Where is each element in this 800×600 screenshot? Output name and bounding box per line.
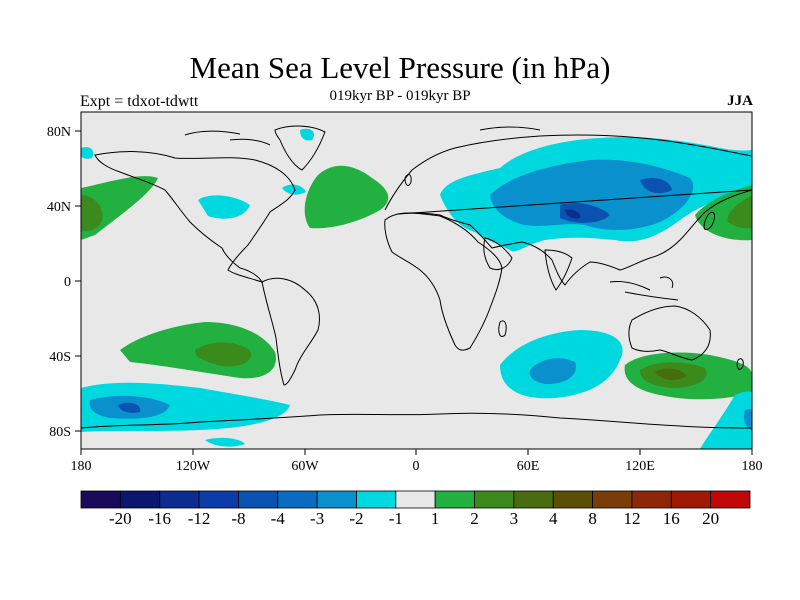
season-label: JJA	[727, 93, 753, 109]
colorbar-swatch	[395, 490, 436, 509]
colorbar-label: -4	[271, 509, 286, 528]
colorbar-swatch	[356, 490, 397, 509]
colorbar-label: -8	[231, 509, 245, 528]
colorbar-label: 20	[702, 509, 719, 528]
colorbar-swatch	[316, 490, 357, 509]
plot-subtitle: 019kyr BP - 019kyr BP	[329, 88, 471, 104]
colorbar-swatch	[513, 490, 554, 509]
lat-axis: 80N 40N 0 40S 80S	[47, 125, 81, 440]
colorbar-label: 12	[623, 509, 640, 528]
colorbar-label: -12	[188, 509, 211, 528]
experiment-label: Expt = tdxot-tdwtt	[80, 93, 199, 110]
colorbar-swatch	[631, 490, 672, 509]
colorbar-label: -16	[148, 509, 171, 528]
colorbar: -20 -16 -12 -8 -4 -3 -2 -1 1 2 3 4 8 12 16 20	[80, 490, 751, 528]
colorbar-swatch	[552, 490, 593, 509]
colorbar-swatch	[80, 490, 121, 509]
lon-tick-label: 120E	[625, 459, 655, 474]
lon-tick-label: 60E	[517, 459, 540, 474]
colorbar-swatch	[238, 490, 279, 509]
lat-tick-label: 0	[64, 275, 71, 290]
plot-title: Mean Sea Level Pressure (in hPa)	[189, 50, 611, 85]
colorbar-swatch	[474, 490, 515, 509]
colorbar-swatch	[159, 490, 200, 509]
lat-tick-label: 80N	[47, 125, 71, 140]
lon-tick-label: 120W	[176, 459, 211, 474]
colorbar-swatch	[670, 490, 712, 509]
colorbar-swatch	[119, 490, 161, 509]
lon-tick-label: 0	[413, 459, 420, 474]
colorbar-label: -1	[389, 509, 403, 528]
colorbar-swatch	[277, 490, 318, 509]
colorbar-swatch	[198, 490, 239, 509]
colorbar-label: 4	[549, 509, 558, 528]
lat-tick-label: 40N	[47, 200, 71, 215]
colorbar-swatch	[592, 490, 633, 509]
lat-tick-label: 80S	[49, 425, 71, 440]
colorbar-label: 1	[431, 509, 440, 528]
colorbar-label: -3	[310, 509, 324, 528]
colorbar-swatch	[710, 490, 751, 509]
colorbar-label: -2	[349, 509, 363, 528]
coastlines	[81, 125, 752, 429]
lon-axis: 180 120W 60W 0 60E 120E 180	[71, 449, 763, 474]
colorbar-label: -20	[109, 509, 132, 528]
lat-tick-label: 40S	[49, 350, 71, 365]
pressure-anomaly-layer	[81, 128, 752, 449]
lon-tick-label: 180	[742, 459, 763, 474]
colorbar-label: 2	[470, 509, 479, 528]
colorbar-label: 3	[510, 509, 519, 528]
colorbar-swatch	[434, 490, 475, 509]
colorbar-label: 8	[588, 509, 597, 528]
lon-tick-label: 180	[71, 459, 92, 474]
colorbar-label: 16	[663, 509, 680, 528]
lon-tick-label: 60W	[291, 459, 319, 474]
